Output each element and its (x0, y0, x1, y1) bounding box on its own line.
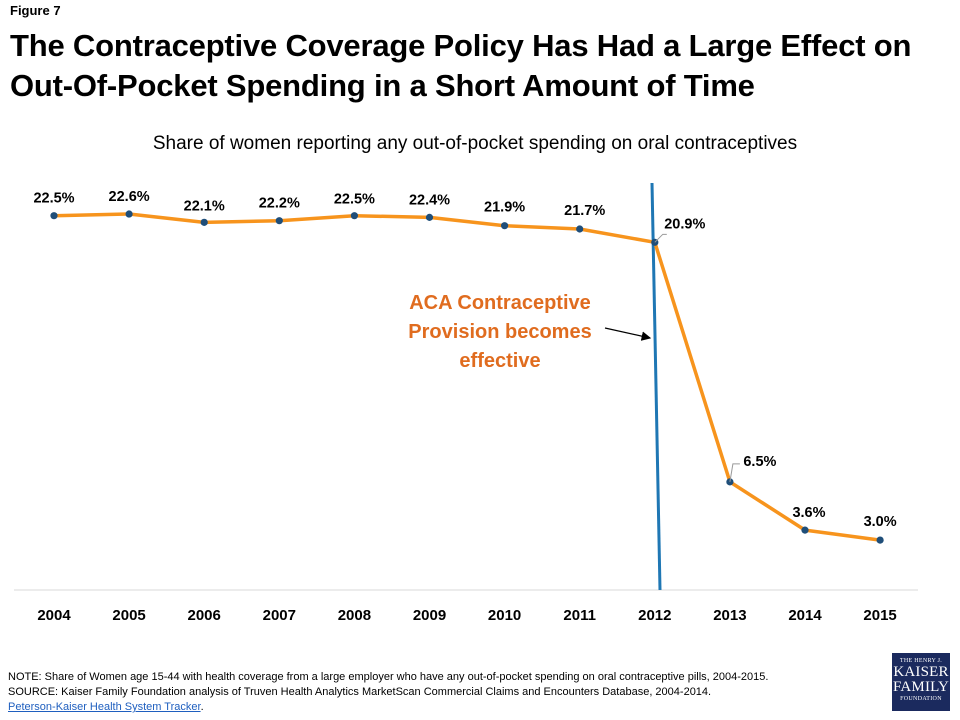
tracker-link-line: Peterson-Kaiser Health System Tracker. (8, 700, 878, 715)
data-label-2011: 21.7% (564, 203, 605, 219)
data-label-2006: 22.1% (184, 198, 225, 214)
annotation-line-3: effective (459, 350, 540, 372)
data-point-2009 (425, 213, 434, 221)
data-point-2007 (275, 217, 283, 225)
annotation-arrow (604, 327, 652, 341)
tracker-link[interactable]: Peterson-Kaiser Health System Tracker (8, 701, 201, 713)
data-point-2008 (350, 212, 358, 220)
data-point-2014 (801, 526, 809, 534)
data-label-2013: 6.5% (743, 454, 776, 470)
x-tick-label-2013: 2013 (713, 607, 746, 624)
link-suffix: . (200, 701, 204, 713)
x-tick-label-2010: 2010 (488, 607, 521, 624)
logo-line-2: KAISER (893, 664, 949, 680)
data-label-2004: 22.5% (33, 191, 74, 207)
chart-title: The Contraceptive Coverage Policy Has Ha… (10, 26, 950, 106)
data-label-2014: 3.6% (792, 505, 825, 521)
data-label-2005: 22.6% (109, 189, 150, 205)
figure-label: Figure 7 (10, 3, 61, 18)
leader-line-2012 (654, 233, 667, 243)
leader-line-2013 (729, 463, 740, 482)
data-point-2004 (50, 212, 58, 220)
data-point-2005 (125, 210, 133, 218)
data-point-2011 (576, 225, 584, 233)
data-label-2008: 22.5% (334, 192, 375, 208)
x-tick-label-2005: 2005 (112, 607, 145, 624)
annotation-line-1: ACA Contraceptive (409, 292, 591, 314)
logo-line-3: FAMILY (892, 679, 950, 695)
data-label-2007: 22.2% (259, 196, 300, 212)
data-label-2010: 21.9% (484, 200, 525, 216)
x-tick-label-2014: 2014 (788, 607, 822, 624)
data-label-2009: 22.4% (409, 192, 450, 208)
data-point-2006 (200, 218, 208, 226)
x-tick-label-2004: 2004 (37, 607, 71, 624)
policy-marker-line (650, 182, 662, 591)
x-tick-label-2006: 2006 (188, 607, 221, 624)
logo-line-1: THE HENRY J. (899, 658, 943, 664)
x-tick-label-2007: 2007 (263, 607, 296, 624)
footnotes: NOTE: Share of Women age 15-44 with heal… (8, 670, 878, 715)
note-text: NOTE: Share of Women age 15-44 with heal… (8, 671, 769, 683)
data-point-2015 (876, 536, 884, 544)
x-tick-label-2008: 2008 (338, 607, 371, 624)
logo-line-4: FOUNDATION (900, 696, 942, 702)
series-line (53, 212, 881, 542)
annotation-line-2: Provision becomes (408, 321, 591, 343)
data-label-2012: 20.9% (664, 216, 705, 232)
x-tick-label-2011: 2011 (563, 607, 596, 624)
data-point-2010 (501, 222, 509, 230)
x-tick-label-2015: 2015 (863, 607, 896, 624)
kff-logo: THE HENRY J. KAISER FAMILY FOUNDATION (892, 653, 950, 711)
x-tick-label-2009: 2009 (413, 607, 446, 624)
title-line-1: The Contraceptive Coverage Policy Has Ha… (10, 28, 912, 63)
chart-subtitle: Share of women reporting any out-of-pock… (152, 133, 798, 154)
data-label-2015: 3.0% (864, 514, 897, 530)
x-tick-label-2012: 2012 (638, 607, 671, 624)
source-text: SOURCE: Kaiser Family Foundation analysi… (8, 686, 712, 698)
title-line-2: Out-Of-Pocket Spending in a Short Amount… (10, 68, 755, 103)
